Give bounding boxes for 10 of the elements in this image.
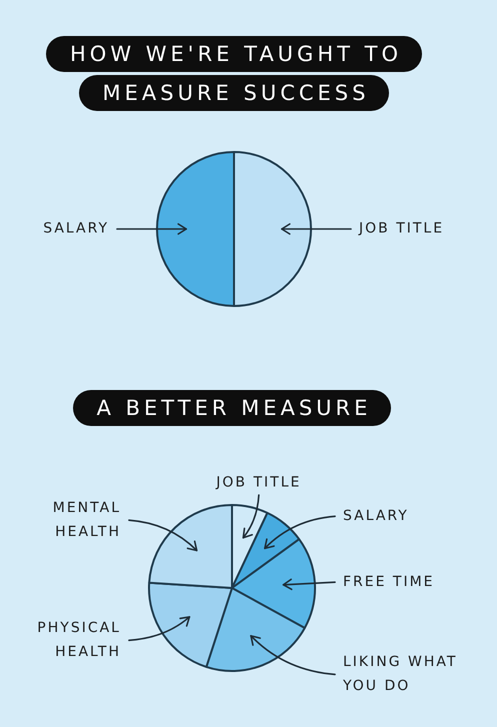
slice-label: JOB TITLE <box>358 220 444 237</box>
slice-label: SALARY <box>343 508 409 524</box>
slice-label: SALARY <box>43 220 109 237</box>
slice-label: PHYSICAL HEALTH <box>37 620 121 660</box>
slice-label: JOB TITLE <box>215 474 302 491</box>
slice-label: FREE TIME <box>343 574 435 590</box>
chart-title: HOW WE'RE TAUGHT TO MEASURE SUCCESS <box>46 36 422 111</box>
slice-label: LIKING WHAT YOU DO <box>342 654 458 694</box>
chart-title: A BETTER MEASURE <box>72 390 392 426</box>
slice-label: MENTAL HEALTH <box>52 500 121 540</box>
